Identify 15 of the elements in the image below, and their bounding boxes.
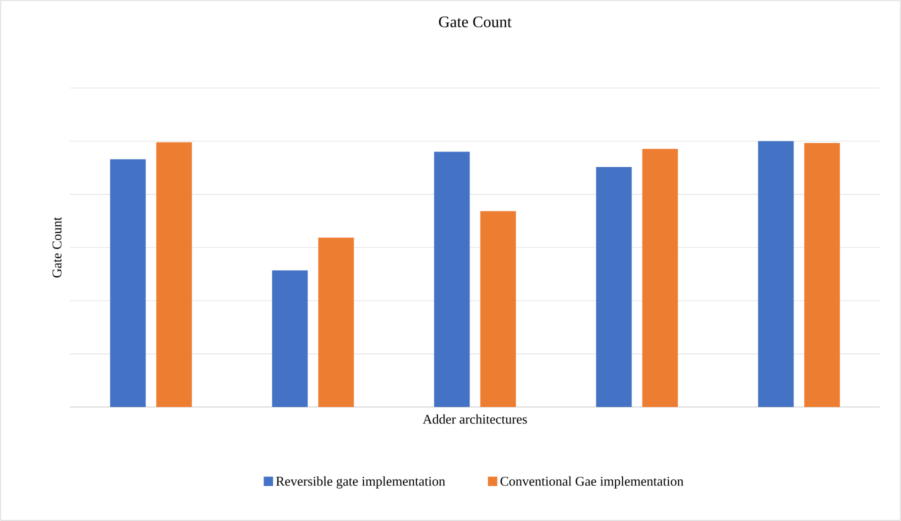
- bar: [596, 166, 632, 407]
- x-axis-title: Adder architectures: [422, 414, 527, 424]
- bar: [110, 159, 146, 407]
- bar: [318, 238, 354, 407]
- bar: [156, 142, 192, 407]
- bar: [272, 270, 308, 407]
- bar: [758, 141, 794, 407]
- y-axis-title: Gate Count: [52, 217, 62, 278]
- legend-label: Conventional Gae implementation: [500, 476, 684, 488]
- chart-title: Gate Count: [438, 16, 512, 28]
- bar: [804, 143, 840, 407]
- bar: [480, 211, 516, 407]
- bar: [642, 148, 678, 407]
- legend-label: Reversible gate implementation: [276, 476, 446, 489]
- bar: [434, 152, 470, 407]
